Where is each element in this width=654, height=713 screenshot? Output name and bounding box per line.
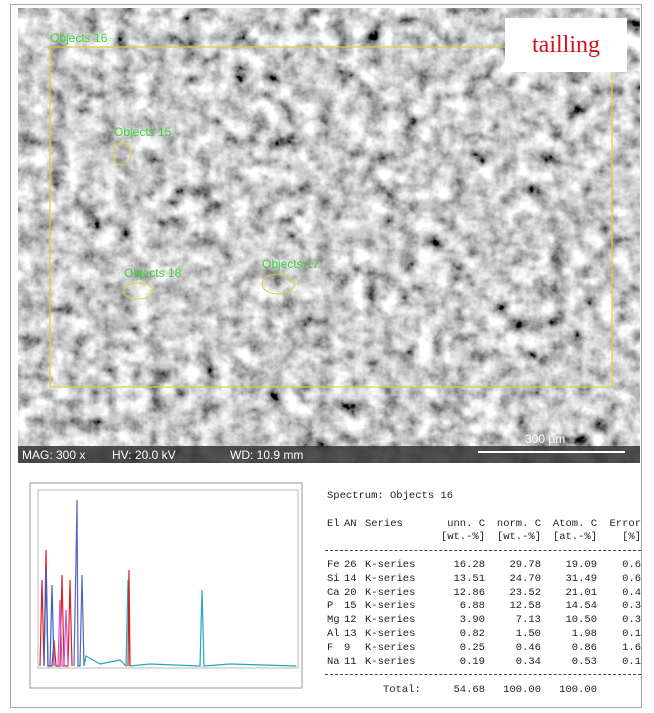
spectrum-frame bbox=[30, 483, 302, 688]
column-header: Series bbox=[365, 518, 403, 530]
cell: F bbox=[327, 642, 333, 654]
object-label: Objects 18 bbox=[124, 266, 182, 280]
cell: 12 bbox=[344, 614, 357, 626]
total-value: 100.00 bbox=[527, 684, 597, 696]
cell: 9 bbox=[344, 642, 350, 654]
column-header: Error bbox=[571, 518, 641, 530]
cell: Si bbox=[327, 573, 340, 585]
cell: Fe bbox=[327, 559, 340, 571]
cell: 0.4 bbox=[571, 587, 641, 599]
cell: 0.3 bbox=[571, 600, 641, 612]
cell: P bbox=[327, 600, 333, 612]
cell: 0.1 bbox=[571, 656, 641, 668]
cell: Ca bbox=[327, 587, 340, 599]
cell: 0.6 bbox=[571, 559, 641, 571]
cell: 26 bbox=[344, 559, 357, 571]
page: Objects 16 Objects 15 Objects 18 Objects… bbox=[0, 0, 654, 713]
cell: 14 bbox=[344, 573, 357, 585]
cell: K-series bbox=[365, 614, 415, 626]
cell: 0.6 bbox=[571, 573, 641, 585]
rule bbox=[325, 674, 641, 675]
cell: Na bbox=[327, 656, 340, 668]
cell: 20 bbox=[344, 587, 357, 599]
cell: K-series bbox=[365, 642, 415, 654]
cell: K-series bbox=[365, 587, 415, 599]
table-title: Spectrum: Objects 16 bbox=[327, 490, 453, 502]
object-label: Objects 15 bbox=[114, 125, 172, 139]
cell: K-series bbox=[365, 656, 415, 668]
column-header: AN bbox=[344, 518, 357, 530]
cell: K-series bbox=[365, 628, 415, 640]
cell: K-series bbox=[365, 600, 415, 612]
wd: WD: 10.9 mm bbox=[230, 448, 303, 462]
rule bbox=[325, 550, 641, 551]
cell: Al bbox=[327, 628, 340, 640]
cell: K-series bbox=[365, 573, 415, 585]
scale-text: 300 µm bbox=[525, 432, 565, 446]
unit-header: [%] bbox=[571, 531, 641, 543]
cell: 15 bbox=[344, 600, 357, 612]
object-label: Objects 17 bbox=[262, 257, 320, 271]
cell: 1.6 bbox=[571, 642, 641, 654]
cell: K-series bbox=[365, 559, 415, 571]
sample-label: tailling bbox=[532, 32, 600, 58]
object-label: Objects 16 bbox=[50, 31, 108, 45]
column-header: El bbox=[327, 518, 340, 530]
cell: Mg bbox=[327, 614, 340, 626]
mag: MAG: 300 x bbox=[22, 448, 85, 462]
cell: 0.3 bbox=[571, 614, 641, 626]
hv: HV: 20.0 kV bbox=[112, 448, 176, 462]
cell: 11 bbox=[344, 656, 357, 668]
sem-texture bbox=[18, 8, 640, 463]
cell: 0.1 bbox=[571, 628, 641, 640]
cell: 13 bbox=[344, 628, 357, 640]
